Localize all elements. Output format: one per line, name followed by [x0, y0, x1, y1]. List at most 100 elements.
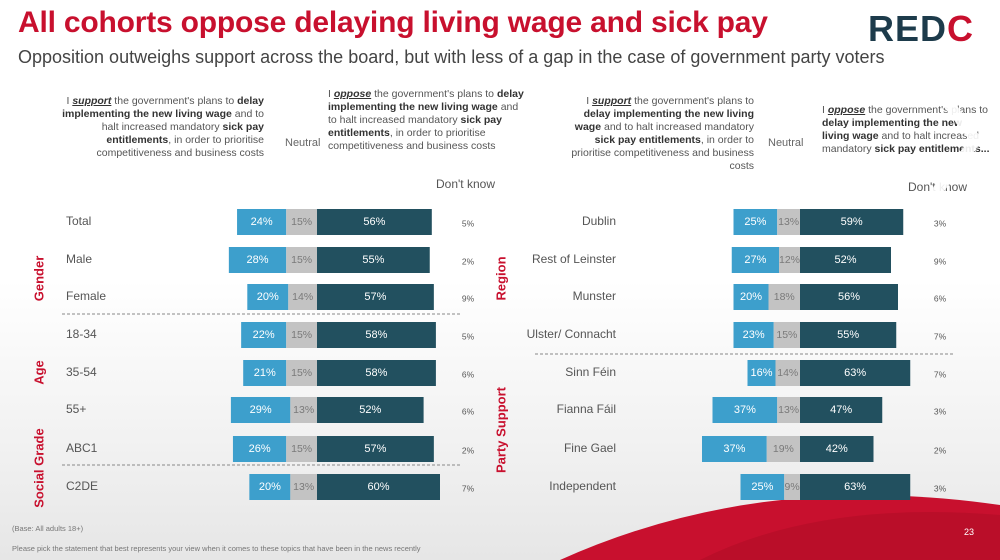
neutral-label-left: Neutral: [285, 137, 321, 149]
oppose-bar: [800, 474, 911, 500]
support-bar: [733, 209, 778, 235]
category-label: Fianna Fáil: [557, 402, 616, 416]
category-label: 18-34: [66, 327, 97, 341]
category-label: Fine Gael: [564, 441, 616, 455]
category-label: 35-54: [66, 365, 97, 379]
neutral-value-label: 13%: [293, 481, 314, 493]
oppose-value-label: 42%: [826, 443, 848, 455]
support-value-label: 20%: [257, 291, 279, 303]
support-value-label: 27%: [744, 254, 766, 266]
category-label: Rest of Leinster: [532, 252, 616, 266]
category-label: 55+: [66, 402, 86, 416]
oppose-value-label: 56%: [838, 291, 860, 303]
neutral-value-label: 19%: [773, 443, 794, 455]
oppose-bar: [317, 397, 424, 423]
support-bar: [241, 322, 287, 348]
support-value-label: 20%: [740, 291, 762, 303]
oppose-value-label: 58%: [365, 367, 387, 379]
header-right-oppose: I oppose the government's plans to delay…: [822, 104, 990, 155]
oppose-value-label: 63%: [844, 481, 866, 493]
neutral-value-label: 15%: [291, 216, 312, 228]
neutral-bar: [286, 209, 317, 235]
support-bar: [733, 284, 769, 310]
category-label: Ulster/ Connacht: [527, 327, 617, 341]
neutral-bar: [777, 209, 800, 235]
oppose-value-label: 60%: [367, 481, 389, 493]
support-bar: [747, 360, 776, 386]
support-bar: [733, 322, 774, 348]
footer-base: (Base: All adults 18+): [12, 524, 84, 533]
support-value-label: 25%: [744, 216, 766, 228]
neutral-bar: [288, 284, 317, 310]
oppose-value-label: 52%: [834, 254, 856, 266]
neutral-value-label: 14%: [292, 291, 313, 303]
dont-know-value-label: 6%: [462, 369, 475, 379]
support-value-label: 24%: [251, 216, 273, 228]
group-label: Gender: [31, 256, 46, 302]
oppose-bar: [317, 322, 436, 348]
dont-know-value-label: 3%: [934, 218, 947, 228]
neutral-value-label: 15%: [291, 329, 312, 341]
neutral-bar: [286, 436, 317, 462]
page-number: 23: [964, 527, 975, 537]
support-value-label: 29%: [250, 404, 272, 416]
oppose-value-label: 57%: [364, 443, 386, 455]
dont-know-value-label: 7%: [462, 483, 475, 493]
neutral-bar: [775, 360, 800, 386]
support-bar: [230, 397, 291, 423]
oppose-bar: [317, 284, 434, 310]
dont-know-value-label: 7%: [934, 331, 947, 341]
oppose-value-label: 56%: [363, 216, 385, 228]
dont-know-value-label: 2%: [462, 445, 475, 455]
neutral-value-label: 12%: [779, 254, 800, 266]
neutral-value-label: 9%: [785, 481, 800, 493]
support-bar: [232, 436, 287, 462]
dont-know-value-label: 3%: [934, 483, 947, 493]
logo-text: RED: [868, 8, 948, 49]
header-left-support: I support the government's plans to dela…: [62, 95, 264, 159]
support-value-label: 21%: [254, 367, 276, 379]
support-value-label: 22%: [253, 329, 275, 341]
neutral-value-label: 15%: [291, 367, 312, 379]
support-bar: [243, 360, 287, 386]
next-slide-arrow-icon[interactable]: [928, 80, 988, 200]
category-label: Sinn Féin: [565, 365, 616, 379]
support-bar: [249, 474, 291, 500]
support-value-label: 37%: [734, 404, 756, 416]
neutral-bar: [784, 474, 800, 500]
dont-know-value-label: 3%: [934, 406, 947, 416]
support-bar: [228, 247, 287, 273]
support-value-label: 20%: [259, 481, 281, 493]
group-label: Region: [493, 256, 508, 300]
support-bar: [237, 209, 287, 235]
category-label: Munster: [573, 289, 616, 303]
neutral-value-label: 15%: [291, 443, 312, 455]
neutral-bar: [768, 284, 800, 310]
oppose-bar: [317, 360, 436, 386]
neutral-bar: [286, 360, 317, 386]
support-bar: [247, 284, 289, 310]
oppose-bar: [317, 436, 434, 462]
support-value-label: 16%: [750, 367, 772, 379]
previous-slide-arrow-icon[interactable]: [10, 80, 70, 200]
category-label: Dublin: [582, 214, 616, 228]
oppose-value-label: 58%: [365, 329, 387, 341]
neutral-value-label: 15%: [776, 329, 797, 341]
slide-subtitle: Opposition outweighs support across the …: [18, 47, 885, 67]
support-bar: [740, 474, 785, 500]
dont-know-value-label: 6%: [934, 293, 947, 303]
support-value-label: 37%: [723, 443, 745, 455]
oppose-value-label: 55%: [362, 254, 384, 266]
dont-know-label-left: Don't know: [436, 177, 495, 191]
support-bar: [731, 247, 779, 273]
neutral-value-label: 18%: [774, 291, 795, 303]
header-left-oppose: I oppose the government's plans to delay…: [328, 88, 524, 152]
support-value-label: 23%: [743, 329, 765, 341]
redc-logo: REDC: [868, 8, 974, 50]
category-label: Independent: [549, 479, 616, 493]
neutral-value-label: 13%: [293, 404, 314, 416]
category-label: Male: [66, 252, 92, 266]
support-value-label: 28%: [247, 254, 269, 266]
